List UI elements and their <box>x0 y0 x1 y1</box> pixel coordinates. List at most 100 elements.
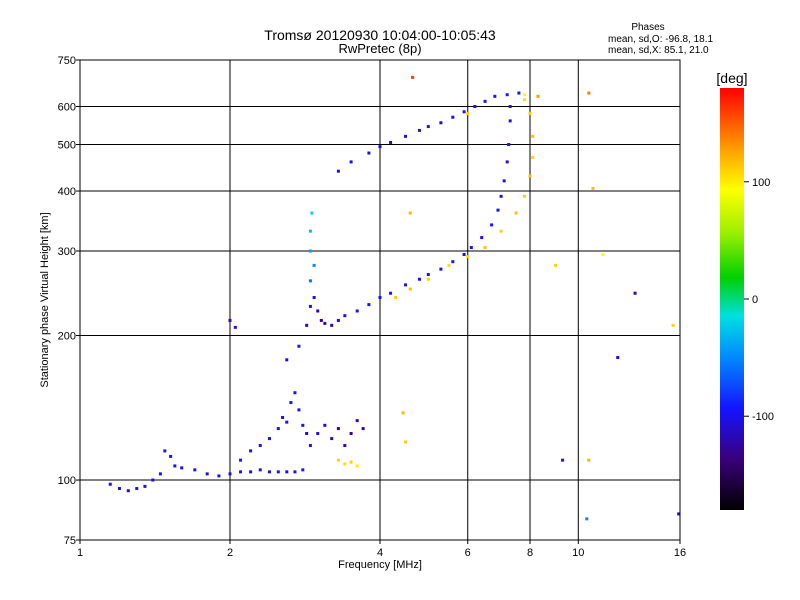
data-point <box>336 458 340 462</box>
data-point <box>308 444 312 448</box>
data-point <box>585 517 589 521</box>
data-point <box>411 75 415 79</box>
data-point <box>323 321 327 325</box>
data-point <box>258 444 262 448</box>
data-point <box>367 303 371 307</box>
data-point <box>531 155 535 159</box>
data-point <box>451 115 455 119</box>
data-point <box>305 432 309 436</box>
data-point <box>301 468 305 472</box>
data-point <box>502 179 506 183</box>
y-tick-label: 600 <box>58 102 76 114</box>
data-point <box>483 246 487 250</box>
data-point <box>408 287 412 291</box>
data-point <box>316 309 320 313</box>
data-point <box>426 277 430 281</box>
data-point <box>439 121 443 125</box>
data-point <box>499 194 503 198</box>
data-point <box>233 325 237 329</box>
data-point <box>403 283 407 287</box>
data-point <box>394 296 398 300</box>
data-point <box>308 304 312 308</box>
data-point <box>330 437 334 441</box>
colorbar-tick-label: 0 <box>752 294 758 306</box>
data-point <box>267 437 271 441</box>
data-point <box>330 323 334 327</box>
y-tick-label: 500 <box>58 140 76 152</box>
data-point <box>553 263 557 267</box>
data-point <box>561 458 565 462</box>
data-point <box>403 440 407 444</box>
x-tick-label: 10 <box>572 547 584 559</box>
data-point <box>355 464 359 468</box>
data-point <box>276 427 280 431</box>
data-point <box>367 151 371 155</box>
data-point <box>108 482 112 486</box>
chart-subtitle: RwPretec (8p) <box>338 41 421 56</box>
colorbar-tick-label: -100 <box>752 411 774 423</box>
x-tick-label: 8 <box>527 547 533 559</box>
data-point <box>403 134 407 138</box>
data-point <box>289 401 293 405</box>
data-point <box>480 236 484 240</box>
data-point <box>473 105 477 109</box>
data-point <box>466 255 470 259</box>
y-tick-label: 400 <box>58 186 76 198</box>
data-point <box>293 391 297 395</box>
data-point <box>451 260 455 264</box>
data-point <box>173 464 177 468</box>
data-point <box>293 470 297 474</box>
data-point <box>505 160 509 164</box>
data-point <box>158 472 162 476</box>
data-point <box>281 415 285 419</box>
data-point <box>514 211 518 215</box>
data-point <box>323 423 327 427</box>
data-point <box>285 470 289 474</box>
data-point <box>180 466 184 470</box>
data-point <box>496 208 500 212</box>
data-point <box>462 110 466 114</box>
data-point <box>276 470 280 474</box>
data-point <box>426 273 430 277</box>
x-tick-label: 2 <box>227 547 233 559</box>
data-point <box>336 169 340 173</box>
plot-grid <box>80 60 680 540</box>
colorbar-ticks: 100 0 -100 <box>744 177 774 423</box>
x-axis-label: Frequency [MHz] <box>338 559 422 571</box>
data-point <box>308 249 312 253</box>
data-point <box>408 211 412 215</box>
data-point <box>677 512 681 516</box>
data-point <box>490 223 494 227</box>
x-tick-label: 4 <box>377 547 383 559</box>
data-point <box>505 93 509 97</box>
data-point <box>523 194 527 198</box>
data-point <box>417 128 421 132</box>
data-point <box>447 263 451 267</box>
data-point <box>378 145 382 149</box>
y-tick-label: 75 <box>64 535 76 547</box>
data-point <box>536 94 540 98</box>
data-point <box>319 318 323 322</box>
data-point <box>531 134 535 138</box>
data-point <box>378 296 382 300</box>
data-point <box>528 112 532 116</box>
data-point <box>285 420 289 424</box>
data-point <box>336 427 340 431</box>
data-point <box>343 314 347 318</box>
data-point <box>401 411 405 415</box>
data-point <box>163 449 167 453</box>
data-point <box>633 291 637 295</box>
x-tick-label: 6 <box>465 547 471 559</box>
data-point <box>389 140 393 144</box>
y-tick-label: 100 <box>58 475 76 487</box>
data-point <box>601 253 605 257</box>
x-tick-label: 1 <box>77 547 83 559</box>
data-point <box>143 484 147 488</box>
data-point <box>671 323 675 327</box>
colorbar-tick-label: 100 <box>752 177 770 189</box>
data-point <box>493 94 497 98</box>
data-point <box>249 470 253 474</box>
data-point <box>228 318 232 322</box>
data-point <box>312 296 316 300</box>
